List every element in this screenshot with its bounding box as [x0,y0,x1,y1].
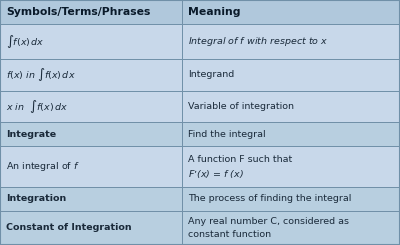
Bar [0,24,182,59]
Text: $f(x)$ in $\int f(x)\, dx$: $f(x)$ in $\int f(x)\, dx$ [6,66,76,83]
Text: $\int f(x)\, dx$: $\int f(x)\, dx$ [6,33,45,50]
Text: $x$ in  $\int f(x)\, dx$: $x$ in $\int f(x)\, dx$ [6,98,68,115]
Bar [182,122,400,146]
Text: The process of finding the integral: The process of finding the integral [188,194,351,203]
Bar [0,187,182,211]
Text: Integral of $f$ with respect to $x$: Integral of $f$ with respect to $x$ [188,35,328,48]
Text: F’(x) = $f$ (x): F’(x) = $f$ (x) [188,168,244,180]
Bar [0,59,182,91]
Text: An integral of $f$: An integral of $f$ [6,160,80,173]
Bar [182,59,400,91]
Text: Any real number C, considered as: Any real number C, considered as [188,217,349,226]
Text: Symbols/Terms/Phrases: Symbols/Terms/Phrases [6,7,150,17]
Bar [0,211,182,245]
Bar [182,24,400,59]
Text: Variable of integration: Variable of integration [188,102,294,111]
Bar [0,91,182,122]
Bar [182,0,400,24]
Bar [182,211,400,245]
Bar [182,146,400,187]
Text: Integrate: Integrate [6,130,56,139]
Text: Integrand: Integrand [188,70,234,79]
Bar [0,122,182,146]
Bar [0,146,182,187]
Text: constant function: constant function [188,230,271,239]
Text: Integration: Integration [6,194,66,203]
Text: Constant of Integration: Constant of Integration [6,223,132,232]
Bar [182,91,400,122]
Bar [182,187,400,211]
Text: Find the integral: Find the integral [188,130,266,139]
Text: Meaning: Meaning [188,7,240,17]
Bar [0,0,182,24]
Text: A function F such that: A function F such that [188,155,292,164]
